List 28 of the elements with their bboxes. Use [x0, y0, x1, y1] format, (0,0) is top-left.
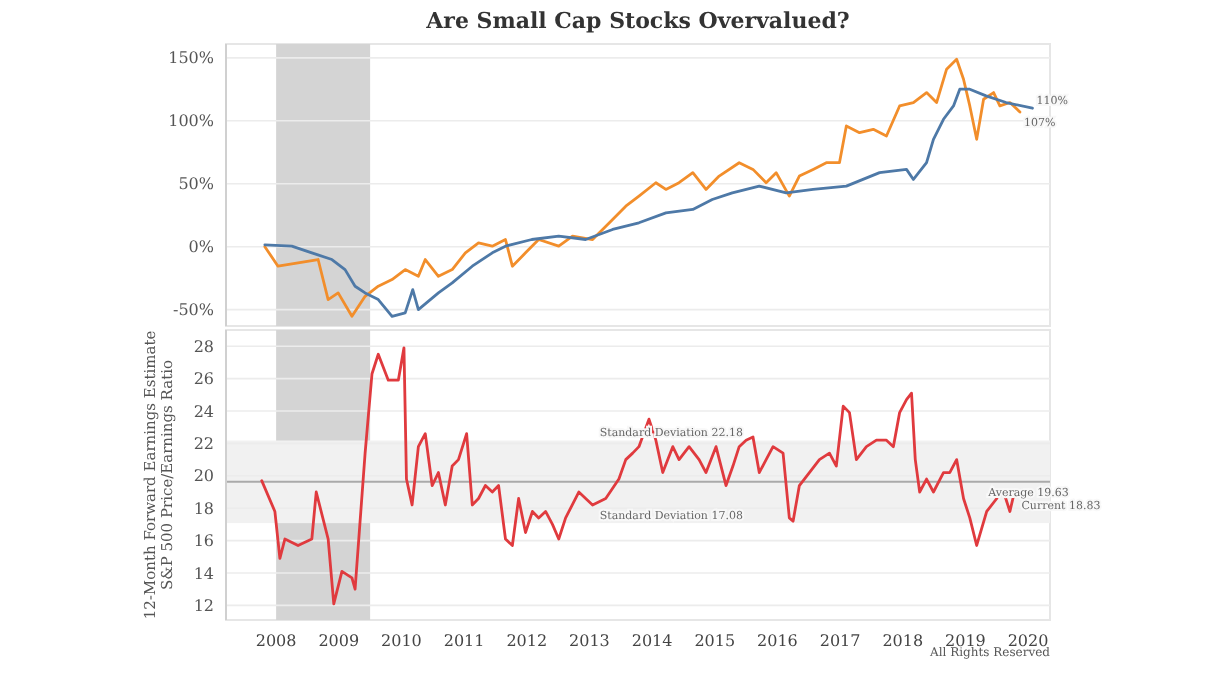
y-tick-label: 0%	[188, 238, 215, 257]
x-tick-label: 2019	[945, 632, 986, 650]
y-tick-label: 50%	[178, 175, 215, 194]
y-tick-label: -50%	[173, 301, 215, 320]
y-tick-label: 18	[193, 499, 214, 518]
x-tick-label: 2012	[506, 632, 548, 650]
x-tick-label: 2014	[631, 632, 673, 650]
x-tick-label: 2020	[1007, 632, 1049, 650]
chart-title: Are Small Cap Stocks Overvalued?	[424, 8, 850, 34]
x-tick-label: 2015	[694, 632, 736, 650]
x-tick-label: 2016	[757, 632, 798, 650]
x-tick-label: 2018	[882, 632, 924, 650]
y-tick-label: 12	[193, 597, 214, 616]
y-tick-label: 24	[193, 402, 214, 421]
y-tick-label: 28	[193, 337, 214, 356]
y-tick-label: 26	[193, 370, 214, 389]
x-tick-label: 2017	[819, 632, 861, 650]
x-tick-label: 2011	[443, 632, 485, 650]
y-tick-label: 150%	[168, 49, 215, 68]
y-tick-label: 14	[193, 564, 214, 583]
y-tick-label: 16	[193, 532, 214, 551]
y-tick-label: 20	[193, 467, 214, 486]
x-tick-label: 2013	[569, 632, 610, 650]
y-tick-label: 22	[193, 435, 214, 454]
x-tick-label: 2009	[318, 632, 360, 650]
x-tick-label: 2010	[381, 632, 422, 650]
y-tick-label: 100%	[168, 112, 215, 131]
x-tick-label: 2008	[255, 632, 297, 650]
